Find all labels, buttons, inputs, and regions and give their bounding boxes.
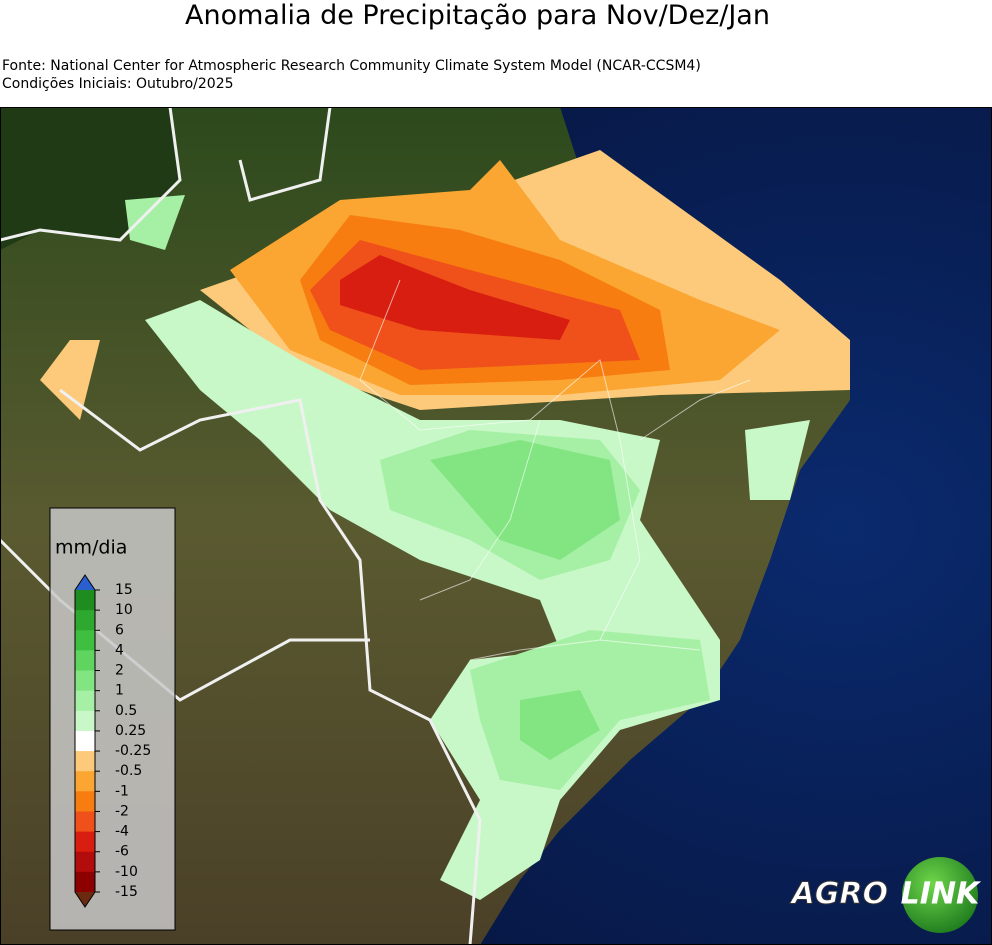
colorbar-segment — [75, 590, 95, 611]
initial-conditions: Condições Iniciais: Outubro/2025 — [2, 76, 234, 92]
anomaly-green-3 — [430, 440, 620, 560]
colorbar-box — [49, 507, 176, 931]
colorbar-segment — [75, 851, 95, 873]
colorbar-segment — [75, 630, 95, 651]
state-borders — [359, 279, 751, 661]
colorbar-tick-label: -0.5 — [115, 763, 142, 779]
colorbar-title: mm/dia — [55, 537, 127, 559]
border — [0, 538, 370, 702]
anomaly-northwest — [125, 195, 185, 250]
colorbar-tick-label: 6 — [115, 622, 124, 638]
colorbar-tick-label: 0.5 — [115, 703, 137, 719]
colorbar-tick-label: -2 — [115, 803, 129, 819]
anomaly-red — [340, 255, 570, 340]
border — [59, 388, 482, 945]
colorbar-tick-label: -15 — [115, 884, 138, 900]
colorbar-segment — [75, 831, 95, 853]
colorbar-segment — [75, 871, 95, 893]
map-title: Anomalia de Precipitação para Nov/Dez/Ja… — [185, 0, 770, 31]
colorbar-tick-label: 4 — [115, 642, 124, 658]
colorbar-tick-label: 0.25 — [115, 723, 146, 739]
border — [0, 106, 182, 242]
state-border — [359, 279, 641, 661]
colorbar-segment — [75, 791, 95, 812]
colorbar-tick-label: -10 — [115, 864, 138, 880]
logo-ball — [902, 857, 978, 933]
colorbar-segment — [75, 730, 95, 752]
colorbar-segment — [75, 610, 95, 631]
border — [238, 106, 332, 202]
anomaly-east — [745, 420, 810, 500]
source: Fonte: National Center for Atmospheric R… — [2, 58, 701, 74]
colorbar-tick-label: 1 — [115, 683, 124, 699]
colorbar-under — [75, 892, 95, 907]
state-border — [419, 379, 751, 651]
colorbar-tick-label: -6 — [115, 844, 129, 860]
colorbar-tick-label: 10 — [115, 602, 133, 618]
logo-right: LINK — [901, 877, 982, 912]
colorbar-segment — [75, 771, 95, 792]
colorbar-over — [75, 575, 95, 590]
colorbar-segment — [75, 811, 95, 833]
colorbar-segment — [75, 690, 95, 712]
colorbar-segment — [75, 650, 95, 672]
colorbar-tick-label: -1 — [115, 783, 129, 799]
colorbar-segment — [75, 710, 95, 732]
anomaly-west — [40, 340, 100, 420]
colorbar-segment — [75, 670, 95, 692]
colorbar-tick-label: -4 — [115, 824, 129, 840]
borders — [0, 106, 482, 945]
colorbar: 15 10 6 4 2 1 0.5 0.25 -0.25 -0.5 -1 -2 -4 -6 -10 -15 — [74, 574, 151, 908]
colorbar-tick-label: 2 — [115, 663, 124, 679]
anomaly-green-4 — [520, 690, 600, 760]
colorbar-segment — [75, 751, 95, 772]
logo-left: AGRO — [790, 877, 888, 912]
colorbar-tick-label: -0.25 — [115, 743, 151, 759]
colorbar-tick-label: 15 — [115, 582, 133, 598]
